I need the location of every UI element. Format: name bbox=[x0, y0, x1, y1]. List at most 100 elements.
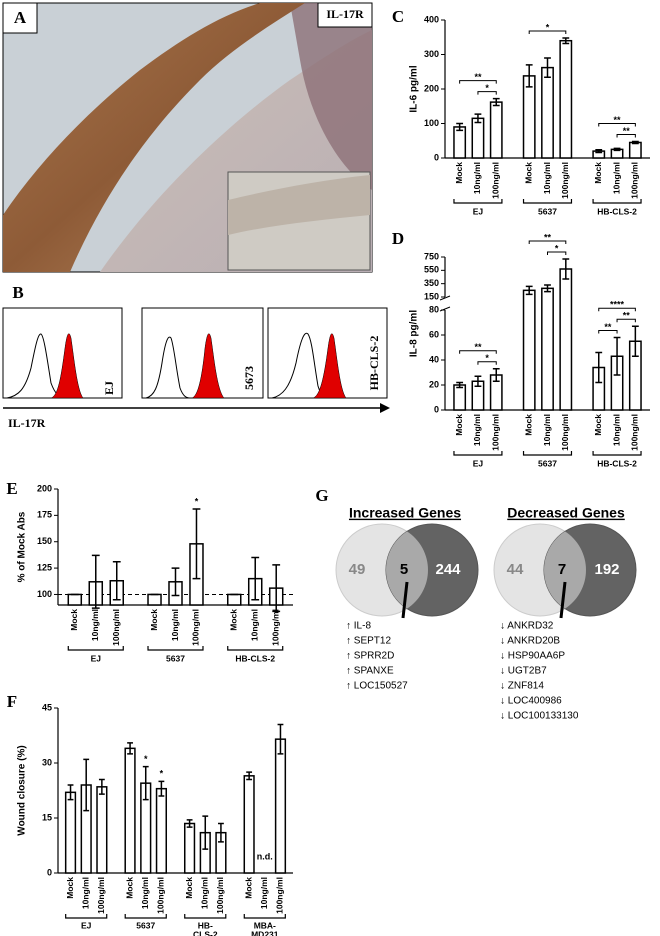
group-label: 5637 bbox=[538, 458, 557, 468]
significance-bracket bbox=[547, 251, 567, 255]
bar bbox=[183, 822, 196, 874]
x-tick-label: Mock bbox=[69, 609, 79, 631]
y-tick-label: 0 bbox=[434, 404, 439, 414]
significance-bracket bbox=[528, 30, 567, 34]
y-tick-label: 175 bbox=[37, 510, 52, 520]
error-bar bbox=[218, 822, 224, 843]
group-bracket bbox=[147, 646, 204, 651]
error-bar bbox=[595, 351, 603, 384]
y-axis-label: IL-6 pg/ml bbox=[409, 65, 420, 112]
error-bar bbox=[127, 742, 133, 755]
venn-count: 44 bbox=[507, 561, 524, 578]
significance-bracket bbox=[598, 122, 636, 127]
error-bar bbox=[112, 561, 121, 601]
stained-peak bbox=[50, 333, 84, 399]
annotation: * bbox=[160, 769, 164, 779]
y-tick-label: 200 bbox=[37, 483, 52, 493]
error-bar bbox=[631, 140, 639, 145]
bar-chart: D IL-8 pg/ml 150 350 550 750 0 20 40 60 80 Mock 10ng… bbox=[392, 229, 650, 468]
group-bracket bbox=[65, 914, 108, 919]
group-bracket bbox=[522, 451, 573, 456]
x-tick-label: 10ng/ml bbox=[611, 414, 621, 446]
x-tick-label: 10ng/ml bbox=[259, 877, 269, 909]
significance-label: ** bbox=[614, 115, 622, 125]
error-bar bbox=[544, 284, 551, 293]
annotation: n.d. bbox=[257, 851, 273, 861]
bar bbox=[67, 593, 83, 606]
error-bar bbox=[474, 375, 482, 387]
panel-letter: F bbox=[7, 692, 17, 711]
panel-a: A IL-17R bbox=[2, 2, 373, 273]
gene-item: ↓ UGT2B7 bbox=[500, 666, 547, 677]
gene-item: ↑ LOC150527 bbox=[346, 681, 408, 692]
x-tick-label: 100ng/ml bbox=[560, 414, 570, 451]
x-tick-label: Mock bbox=[593, 414, 603, 436]
panel-letter-box bbox=[2, 2, 38, 34]
x-tick-label: 10ng/ml bbox=[200, 877, 210, 909]
significance-bracket bbox=[598, 307, 636, 312]
bar bbox=[274, 738, 287, 874]
x-tick-label: Mock bbox=[454, 162, 464, 184]
group-bracket bbox=[453, 451, 503, 456]
gene-item: ↓ ZNF814 bbox=[500, 681, 544, 692]
error-bar bbox=[91, 554, 100, 609]
x-tick-label: 10ng/ml bbox=[472, 162, 482, 194]
error-bar bbox=[544, 57, 551, 79]
panel-letter: A bbox=[14, 8, 27, 27]
bar bbox=[559, 268, 573, 411]
y-axis-label: IL-8 pg/ml bbox=[409, 310, 420, 357]
x-tick-label: 10ng/ml bbox=[542, 162, 552, 194]
significance-label: ** bbox=[623, 126, 631, 136]
annotation: * bbox=[195, 496, 199, 506]
sample-label: 5673 bbox=[242, 366, 256, 390]
x-tick-label: 10ng/ml bbox=[170, 609, 180, 641]
venn-pointer bbox=[401, 581, 409, 619]
bar bbox=[522, 75, 536, 159]
control-curve bbox=[6, 333, 66, 399]
group-bracket bbox=[453, 199, 503, 204]
y-axis-label: Wound closure (%) bbox=[17, 745, 28, 835]
x-tick-label: Mock bbox=[184, 877, 194, 899]
bar-chart: F Wound closure (%) 0 15 30 45 Mock 10ng/ml 100n… bbox=[7, 692, 293, 936]
group-label: 5637 bbox=[136, 920, 155, 930]
group-label: HB-CLS-2 bbox=[597, 458, 637, 468]
bar bbox=[243, 775, 255, 874]
sample-label: HB-CLS-2 bbox=[367, 336, 381, 391]
bar bbox=[147, 593, 162, 606]
x-tick-label: Mock bbox=[523, 414, 533, 436]
gene-item: ↑ SPANXE bbox=[346, 666, 394, 677]
gene-item: ↑ IL-8 bbox=[346, 621, 371, 632]
group-label: HB- bbox=[198, 920, 213, 930]
x-tick-label: Mock bbox=[149, 609, 159, 631]
error-bar bbox=[595, 148, 603, 154]
gene-item: ↑ SEPT12 bbox=[346, 636, 391, 647]
group-label: EJ bbox=[91, 653, 102, 663]
bar bbox=[453, 126, 467, 159]
bar bbox=[155, 787, 168, 874]
stain-label-box bbox=[317, 2, 373, 28]
bar bbox=[124, 747, 136, 874]
y-tick-label: 20 bbox=[429, 379, 439, 389]
error-bar bbox=[474, 113, 482, 124]
bar bbox=[64, 791, 77, 874]
y-tick-label: 750 bbox=[424, 251, 439, 261]
bar bbox=[471, 117, 485, 159]
bar bbox=[522, 289, 536, 411]
significance-label: **** bbox=[610, 300, 625, 310]
error-bar bbox=[158, 780, 165, 797]
y-tick-label: 400 bbox=[424, 14, 439, 24]
y-tick-label: 125 bbox=[37, 562, 52, 572]
panel-letter: G bbox=[315, 486, 328, 505]
error-bar bbox=[171, 567, 180, 597]
x-tick-label: 100ng/ml bbox=[270, 609, 280, 646]
bar bbox=[541, 66, 554, 159]
stain-label: IL-17R bbox=[326, 7, 364, 21]
bar bbox=[226, 593, 242, 606]
significance-bracket bbox=[528, 240, 567, 244]
significance-bracket bbox=[459, 350, 497, 354]
significance-bracket bbox=[616, 318, 636, 323]
bar bbox=[96, 786, 108, 874]
venn-title: Decreased Genes bbox=[507, 505, 625, 521]
significance-label: ** bbox=[623, 311, 631, 321]
error-bar bbox=[456, 122, 464, 132]
